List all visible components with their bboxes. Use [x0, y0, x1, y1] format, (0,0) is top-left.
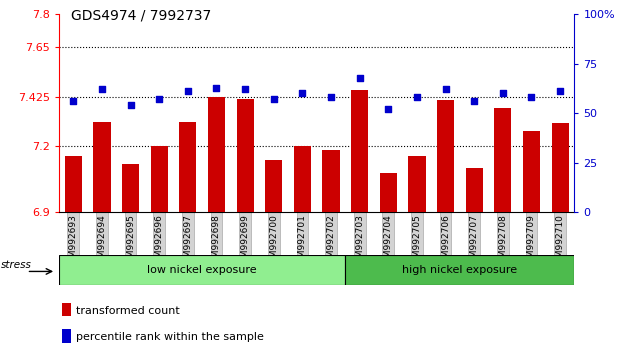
- Point: [212, 85, 222, 90]
- Point: [154, 97, 164, 102]
- Point: [355, 75, 365, 80]
- Bar: [237, 99, 254, 212]
- Point: [412, 95, 422, 100]
- Bar: [265, 160, 283, 212]
- Bar: [379, 173, 397, 212]
- Bar: [523, 131, 540, 212]
- Point: [441, 87, 451, 92]
- Point: [469, 98, 479, 104]
- Point: [297, 91, 307, 96]
- Bar: [65, 156, 82, 212]
- Point: [555, 88, 565, 94]
- Text: percentile rank within the sample: percentile rank within the sample: [76, 332, 264, 342]
- Bar: [151, 146, 168, 212]
- Text: GDS4974 / 7992737: GDS4974 / 7992737: [71, 9, 212, 23]
- Bar: [93, 122, 111, 212]
- FancyBboxPatch shape: [345, 255, 574, 285]
- Point: [183, 88, 193, 94]
- Bar: [62, 303, 71, 316]
- Text: low nickel exposure: low nickel exposure: [147, 265, 257, 275]
- Point: [498, 91, 508, 96]
- Text: transformed count: transformed count: [76, 306, 179, 316]
- Point: [326, 95, 336, 100]
- Point: [97, 87, 107, 92]
- Point: [269, 97, 279, 102]
- Point: [240, 87, 250, 92]
- Point: [527, 95, 537, 100]
- Bar: [122, 164, 139, 212]
- Text: high nickel exposure: high nickel exposure: [402, 265, 517, 275]
- Bar: [179, 122, 196, 212]
- Bar: [208, 97, 225, 212]
- Text: stress: stress: [1, 261, 32, 270]
- Bar: [409, 156, 425, 212]
- Point: [68, 98, 78, 104]
- FancyBboxPatch shape: [59, 255, 345, 285]
- Bar: [466, 169, 483, 212]
- Bar: [351, 90, 368, 212]
- Point: [383, 107, 393, 112]
- Bar: [322, 150, 340, 212]
- Bar: [494, 108, 512, 212]
- Bar: [437, 100, 454, 212]
- Bar: [551, 123, 569, 212]
- Point: [125, 103, 135, 108]
- Bar: [294, 146, 311, 212]
- Bar: [62, 329, 71, 343]
